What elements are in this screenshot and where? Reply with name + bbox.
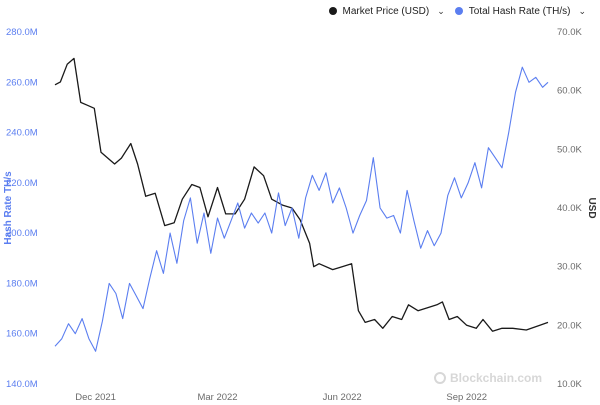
left-tick-label: 260.0M [6,77,38,88]
x-tick-label: Mar 2022 [197,392,237,403]
left-tick-label: 140.0M [6,379,38,390]
left-tick-label: 280.0M [6,27,38,38]
right-axis-ticks: 10.0K 20.0K 30.0K 40.0K 50.0K 60.0K 70.0K [557,27,582,390]
left-tick-label: 240.0M [6,128,38,139]
left-tick-label: 160.0M [6,329,38,340]
market-price-line [54,57,549,332]
right-tick-label: 40.0K [557,203,582,214]
x-tick-label: Sep 2022 [446,392,487,403]
left-tick-label: 200.0M [6,228,38,239]
right-tick-label: 10.0K [557,379,582,390]
right-tick-label: 20.0K [557,320,582,331]
left-axis-ticks: 140.0M 160.0M 180.0M 200.0M 220.0M 240.0M 260.… [6,27,38,390]
hash-rate-line [54,66,549,352]
market-price-dot-icon [328,7,337,15]
right-tick-label: 70.0K [557,27,582,38]
left-axis-title: Hash Rate TH/s [3,171,14,245]
legend-label-market-price: Market Price (USD) [342,5,430,17]
watermark-text: Blockchain.com [450,371,542,385]
x-tick-label: Dec 2021 [75,392,116,403]
blockchain-logo-icon [434,372,446,384]
legend: Market Price (USD) ⌄ Total Hash Rate (TH… [328,3,586,19]
right-axis-title: USD [586,197,597,218]
chevron-down-icon[interactable]: ⌄ [437,5,445,16]
chevron-down-icon[interactable]: ⌄ [578,5,586,16]
series-layer [54,57,549,352]
watermark: Blockchain.com [434,371,542,385]
left-tick-label: 180.0M [6,278,38,289]
right-tick-label: 30.0K [557,262,582,273]
right-tick-label: 60.0K [557,86,582,97]
hash-rate-dot-icon [454,7,463,15]
legend-item-hash-rate[interactable]: Total Hash Rate (TH/s) ⌄ [454,5,586,17]
legend-label-hash-rate: Total Hash Rate (TH/s) [468,5,571,17]
x-axis-ticks: Dec 2021 Mar 2022 Jun 2022 Sep 2022 [75,392,487,403]
legend-item-market-price[interactable]: Market Price (USD) ⌄ [328,5,445,17]
right-tick-label: 50.0K [557,144,582,155]
left-tick-label: 220.0M [6,178,38,189]
x-tick-label: Jun 2022 [323,392,362,403]
